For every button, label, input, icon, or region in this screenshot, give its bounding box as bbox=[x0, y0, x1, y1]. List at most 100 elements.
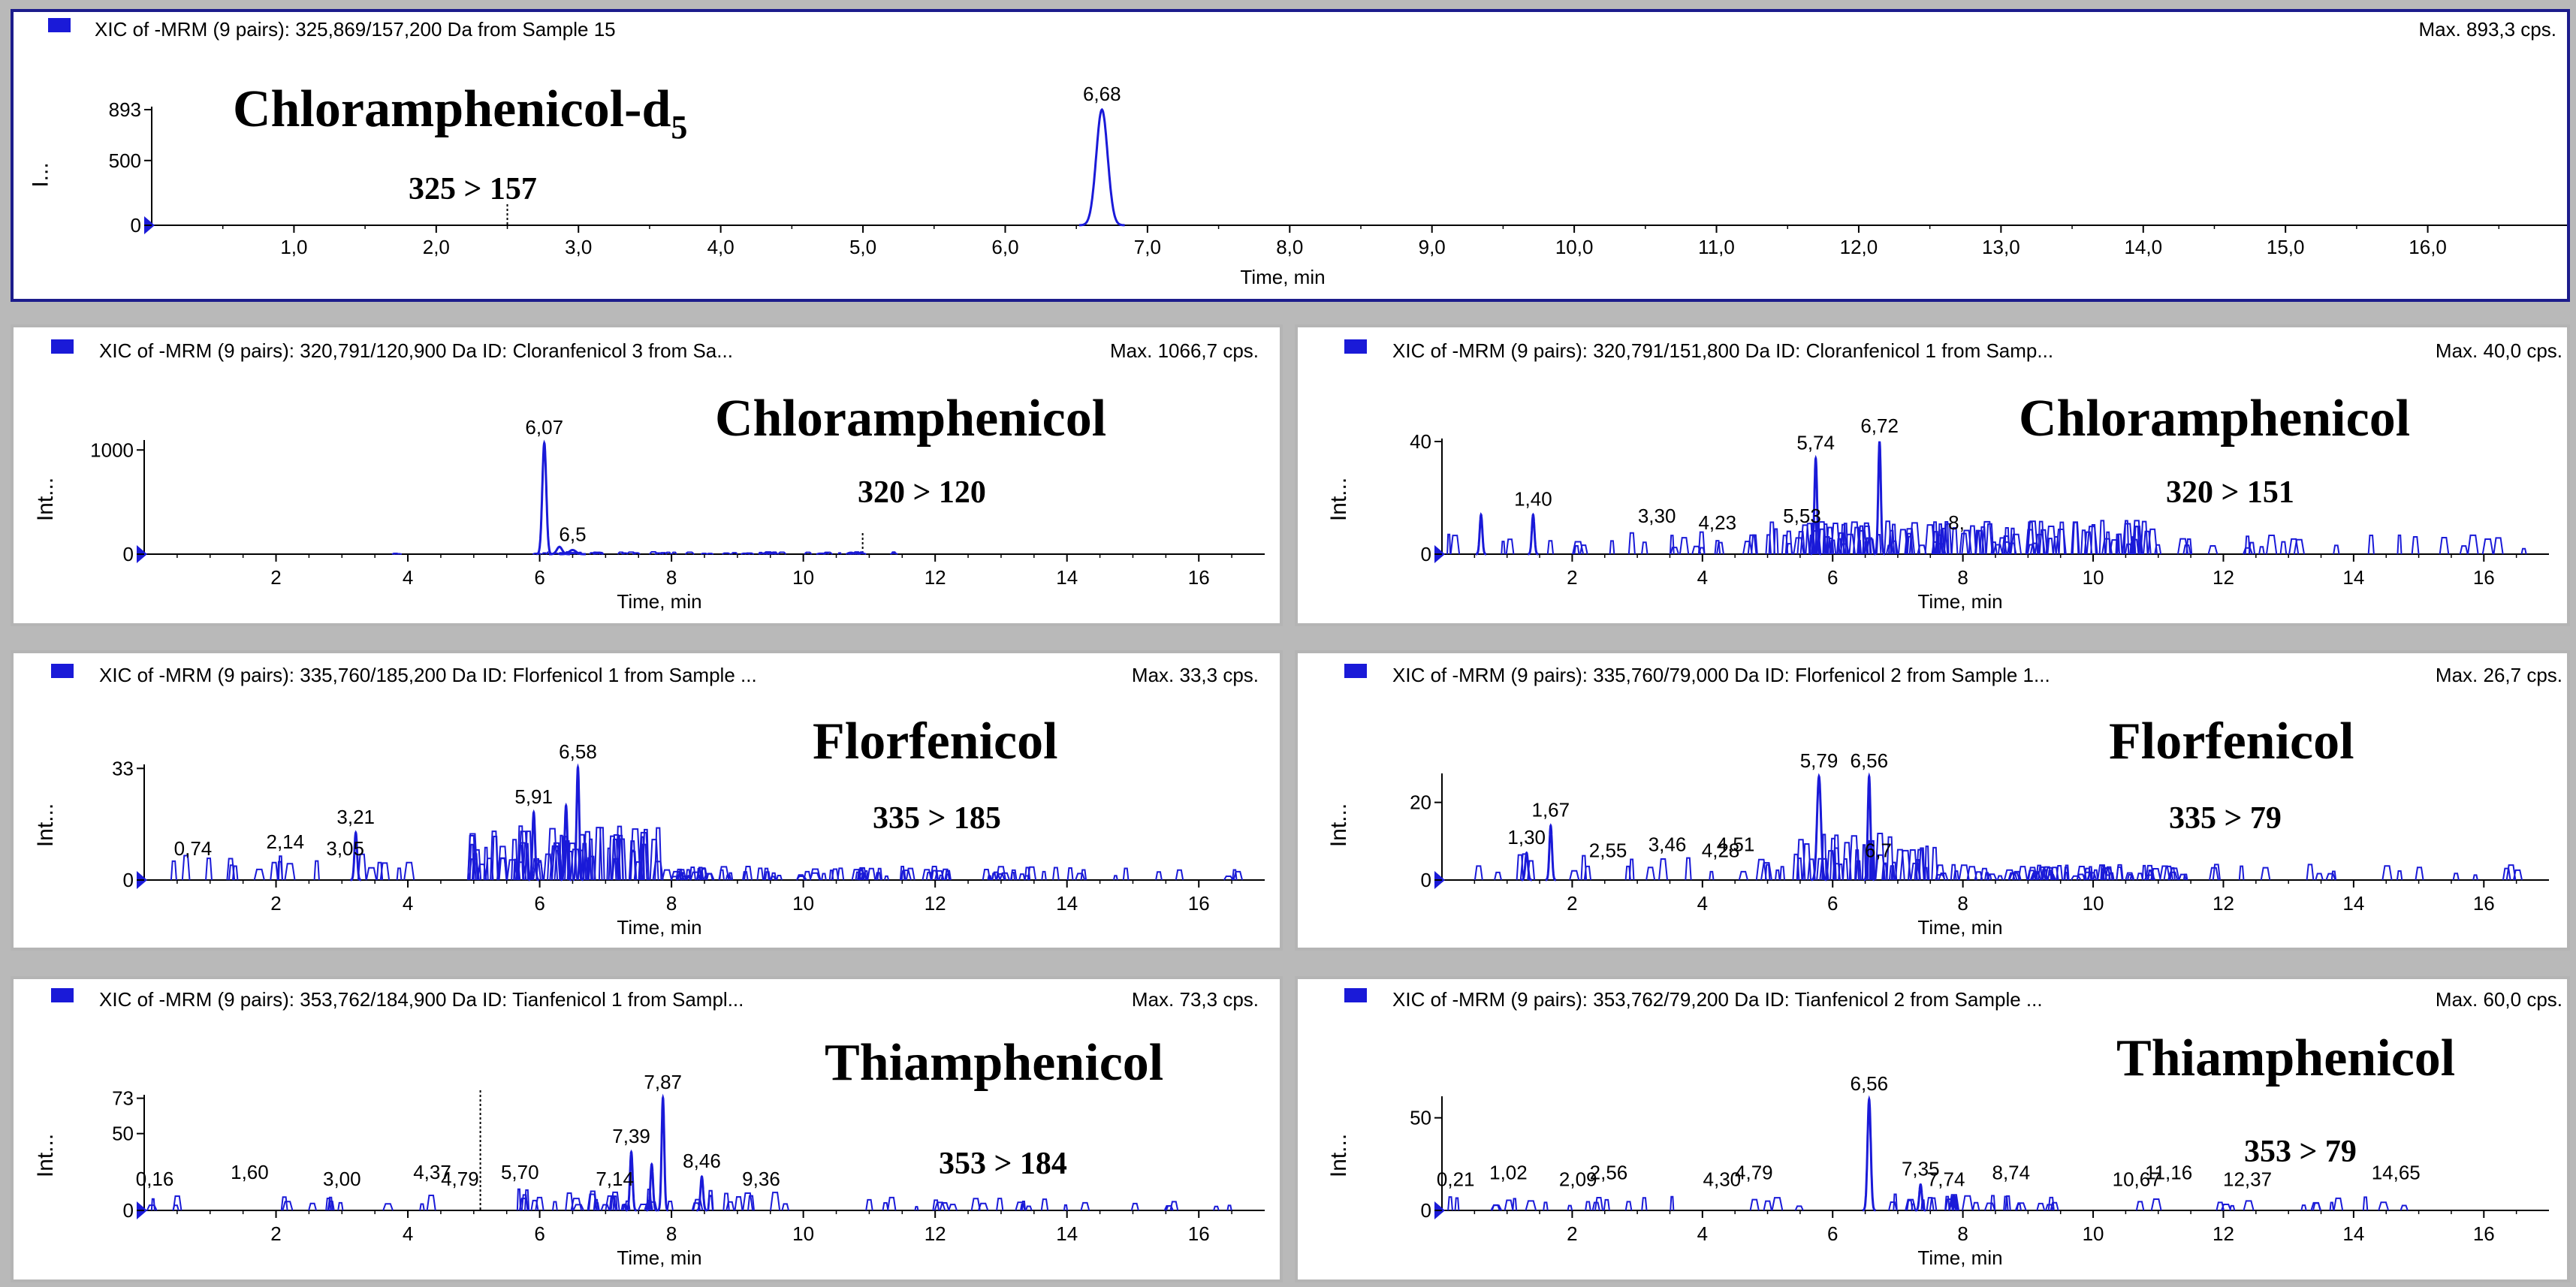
y-tick-label: 500 bbox=[109, 149, 141, 172]
compound-name: Florfenicol bbox=[2109, 713, 2354, 770]
compound-name: Thiamphenicol bbox=[825, 1034, 1164, 1092]
noise-spike bbox=[2459, 545, 2469, 555]
noise-spike bbox=[948, 1204, 958, 1211]
peak-label: 4,51 bbox=[1717, 833, 1755, 855]
x-axis-label: Time, min bbox=[617, 1246, 701, 1269]
noise-spike bbox=[497, 845, 508, 881]
noise-spike bbox=[744, 552, 755, 555]
transition-label: 335 > 79 bbox=[2169, 801, 2282, 836]
noise-spike bbox=[2026, 544, 2036, 555]
peak-label: 4,28 bbox=[1702, 839, 1740, 862]
noise-spike bbox=[391, 552, 400, 555]
x-tick-label: 8,0 bbox=[1276, 236, 1303, 258]
x-tick-label: 15,0 bbox=[2267, 236, 2305, 258]
noise-spike bbox=[365, 867, 378, 881]
y-tick-label: 0 bbox=[1421, 1199, 1431, 1222]
noise-spike bbox=[837, 867, 845, 881]
chromatogram-peak bbox=[572, 763, 584, 882]
noise-spike bbox=[2025, 529, 2035, 555]
peak-label: 14,65 bbox=[2372, 1162, 2421, 1184]
peak-label: 4,79 bbox=[441, 1168, 479, 1190]
noise-spike bbox=[357, 853, 367, 881]
noise-spike bbox=[587, 1193, 598, 1211]
noise-spike bbox=[1996, 875, 2004, 881]
x-tick-label: 16 bbox=[2473, 566, 2495, 589]
noise-spike bbox=[282, 1201, 294, 1211]
noise-spike bbox=[172, 1195, 182, 1211]
noise-spike bbox=[2411, 536, 2420, 555]
noise-spike bbox=[2063, 872, 2069, 881]
panel-header: XIC of -MRM (9 pairs): 335,760/79,000 Da… bbox=[1392, 664, 2050, 686]
x-tick-label: 12,0 bbox=[1840, 236, 1878, 258]
y-tick-label: 0 bbox=[1421, 543, 1431, 565]
noise-spike bbox=[734, 1195, 744, 1211]
noise-spike bbox=[1907, 848, 1918, 881]
noise-spike bbox=[1938, 872, 1949, 881]
panel-header: XIC of -MRM (9 pairs): 320,791/120,900 D… bbox=[99, 339, 733, 362]
noise-spike bbox=[1130, 1202, 1139, 1211]
noise-spike bbox=[863, 870, 869, 881]
noise-spike bbox=[2135, 1201, 2145, 1211]
x-tick-label: 8 bbox=[666, 892, 677, 915]
chromatogram-peak bbox=[626, 1149, 638, 1212]
noise-spike bbox=[1863, 537, 1875, 555]
noise-spike bbox=[875, 872, 882, 881]
peak-label: 6,72 bbox=[1860, 414, 1899, 437]
noise-spike bbox=[2092, 869, 2099, 881]
noise-spike bbox=[2178, 873, 2187, 881]
panel-header: XIC of -MRM (9 pairs): 335,760/185,200 D… bbox=[99, 664, 757, 686]
noise-spike bbox=[1950, 526, 1959, 555]
noise-spike bbox=[2071, 521, 2080, 555]
noise-spike bbox=[1924, 845, 1930, 881]
x-tick-label: 12 bbox=[925, 892, 946, 915]
transition-label: 320 > 120 bbox=[858, 475, 986, 510]
noise-spike bbox=[759, 552, 768, 555]
panel-header: XIC of -MRM (9 pairs): 353,762/184,900 D… bbox=[99, 988, 744, 1011]
noise-spike bbox=[1670, 547, 1679, 555]
noise-spike bbox=[587, 838, 594, 881]
noise-spike bbox=[2163, 865, 2174, 881]
noise-spike bbox=[1975, 529, 1985, 555]
x-tick-label: 14 bbox=[1056, 892, 1078, 915]
noise-spike bbox=[2288, 538, 2300, 555]
peak-label: 3,46 bbox=[1648, 833, 1687, 855]
noise-spike bbox=[982, 869, 991, 881]
peak-label: 7,39 bbox=[612, 1125, 650, 1147]
noise-spike bbox=[2293, 538, 2305, 555]
noise-spike bbox=[1669, 535, 1675, 555]
noise-spike bbox=[2520, 547, 2527, 555]
peak-label: 3,21 bbox=[336, 806, 375, 828]
x-tick-label: 1,0 bbox=[280, 236, 307, 258]
x-tick-label: 2 bbox=[1567, 1222, 1577, 1245]
noise-spike bbox=[725, 1201, 735, 1211]
noise-spike bbox=[1862, 525, 1872, 555]
noise-spike bbox=[851, 869, 862, 881]
noise-spike bbox=[611, 857, 621, 881]
noise-spike bbox=[1822, 523, 1829, 555]
transition-label: 325 > 157 bbox=[409, 172, 537, 206]
peak-label: 4,23 bbox=[1698, 511, 1736, 534]
noise-spike bbox=[1854, 849, 1860, 881]
noise-spike bbox=[2169, 867, 2176, 881]
noise-spike bbox=[742, 1192, 754, 1211]
noise-spike bbox=[1080, 869, 1087, 881]
transition-label: 335 > 185 bbox=[873, 801, 1001, 836]
noise-spike bbox=[1796, 839, 1806, 881]
noise-spike bbox=[1624, 865, 1631, 881]
x-tick-label: 16 bbox=[1188, 1222, 1210, 1245]
y-tick-label: 20 bbox=[1410, 791, 1431, 814]
noise-spike bbox=[2088, 866, 2093, 881]
peak-label: 3,05 bbox=[326, 837, 364, 860]
noise-spike bbox=[822, 551, 834, 555]
max-intensity-label: Max. 26,7 cps. bbox=[2435, 664, 2562, 686]
noise-spike bbox=[922, 869, 932, 881]
noise-spike bbox=[1775, 869, 1781, 881]
noise-spike bbox=[642, 828, 650, 881]
peak-label: 1,40 bbox=[1514, 488, 1552, 511]
chromatogram-panel-cap-d5: XIC of -MRM (9 pairs): 325,869/157,200 D… bbox=[11, 9, 2570, 302]
noise-spike bbox=[1021, 1201, 1026, 1211]
noise-spike bbox=[1888, 529, 1896, 555]
noise-spike bbox=[1040, 1198, 1049, 1211]
noise-spike bbox=[764, 871, 771, 881]
compound-name: Chloramphenicol bbox=[715, 390, 1107, 448]
